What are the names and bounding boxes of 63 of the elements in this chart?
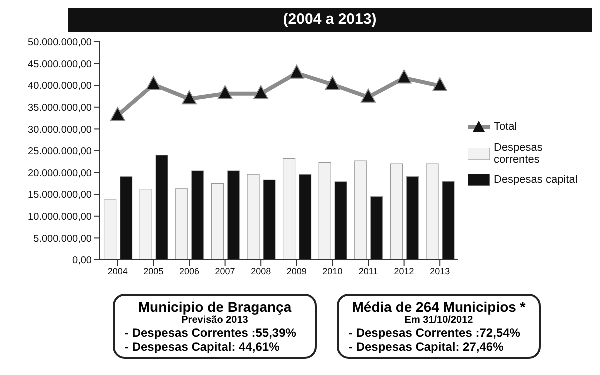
bar: [442, 181, 455, 260]
y-tick-label: 35.000.000,00: [28, 102, 92, 114]
legend-label: Despesas capital: [494, 174, 578, 186]
y-tick-label: 40.000.000,00: [28, 81, 92, 92]
bar: [370, 196, 384, 260]
text: - Despesas Correntes :55,39%: [125, 326, 298, 340]
bar: [334, 182, 348, 260]
text: Média de 264 Municipios *: [351, 299, 527, 315]
bar: [282, 158, 296, 260]
point: [146, 76, 162, 90]
y-tick-label: 45.000.000,00: [28, 59, 92, 70]
legend-label: Total: [494, 121, 518, 133]
chart-title: (2004 a 2013): [68, 8, 592, 32]
bar: [176, 188, 188, 260]
bar: [406, 176, 419, 260]
point: [254, 85, 269, 100]
bar: [211, 183, 224, 260]
x-tick-label: 2012: [394, 266, 414, 276]
y-tick-label: 10.000.000,00: [28, 212, 92, 223]
x-tick-label: 2007: [215, 266, 236, 276]
text: - Despesas Capital: 44,61%: [125, 340, 281, 354]
y-tick-label: 15.000.000,00: [28, 190, 92, 202]
y-tick-label: 5.000.000,00: [34, 234, 92, 245]
point: [218, 85, 233, 100]
legend-label: Despesas correntes: [494, 142, 544, 166]
x-tick-label: 2004: [108, 266, 128, 276]
x-tick-label: 2010: [322, 266, 343, 276]
point: [110, 107, 126, 122]
text: Em 31/10/2012: [404, 315, 474, 326]
bar: [104, 199, 117, 260]
x-tick-label: 2005: [144, 266, 164, 276]
y-tick-label: 20.000.000,00: [28, 168, 92, 180]
point: [396, 70, 412, 84]
x-tick-label: 2013: [430, 266, 450, 276]
text: Previsão 2013: [180, 315, 250, 326]
y-tick-label: 25.000.000,00: [28, 146, 92, 158]
point: [361, 88, 376, 103]
bar: [390, 164, 403, 260]
y-tick-label: 0,00: [72, 256, 92, 267]
bar: [227, 170, 240, 260]
text: Municipio de Bragança: [137, 299, 293, 315]
point: [432, 78, 448, 92]
bar: [426, 164, 439, 260]
x-tick-label: 2009: [286, 266, 307, 276]
point: [289, 64, 304, 79]
bar: [247, 174, 260, 260]
text: - Despesas Capital: 27,46%: [349, 340, 505, 354]
bar: [318, 162, 332, 260]
bar: [156, 155, 168, 260]
y-tick-label: 30.000.000,00: [28, 124, 92, 136]
bar: [298, 174, 312, 260]
bar: [120, 176, 133, 260]
bar: [263, 180, 276, 260]
x-tick-label: 2006: [179, 266, 200, 276]
x-tick-label: 2008: [251, 266, 272, 276]
x-tick-label: 2011: [358, 266, 378, 276]
bar: [140, 189, 152, 260]
y-tick-label: 50.000.000,00: [28, 38, 92, 49]
text: - Despesas Correntes :72,54%: [349, 326, 522, 340]
point: [182, 90, 197, 105]
bar: [354, 160, 368, 260]
bar: [192, 170, 204, 260]
point: [325, 76, 340, 90]
